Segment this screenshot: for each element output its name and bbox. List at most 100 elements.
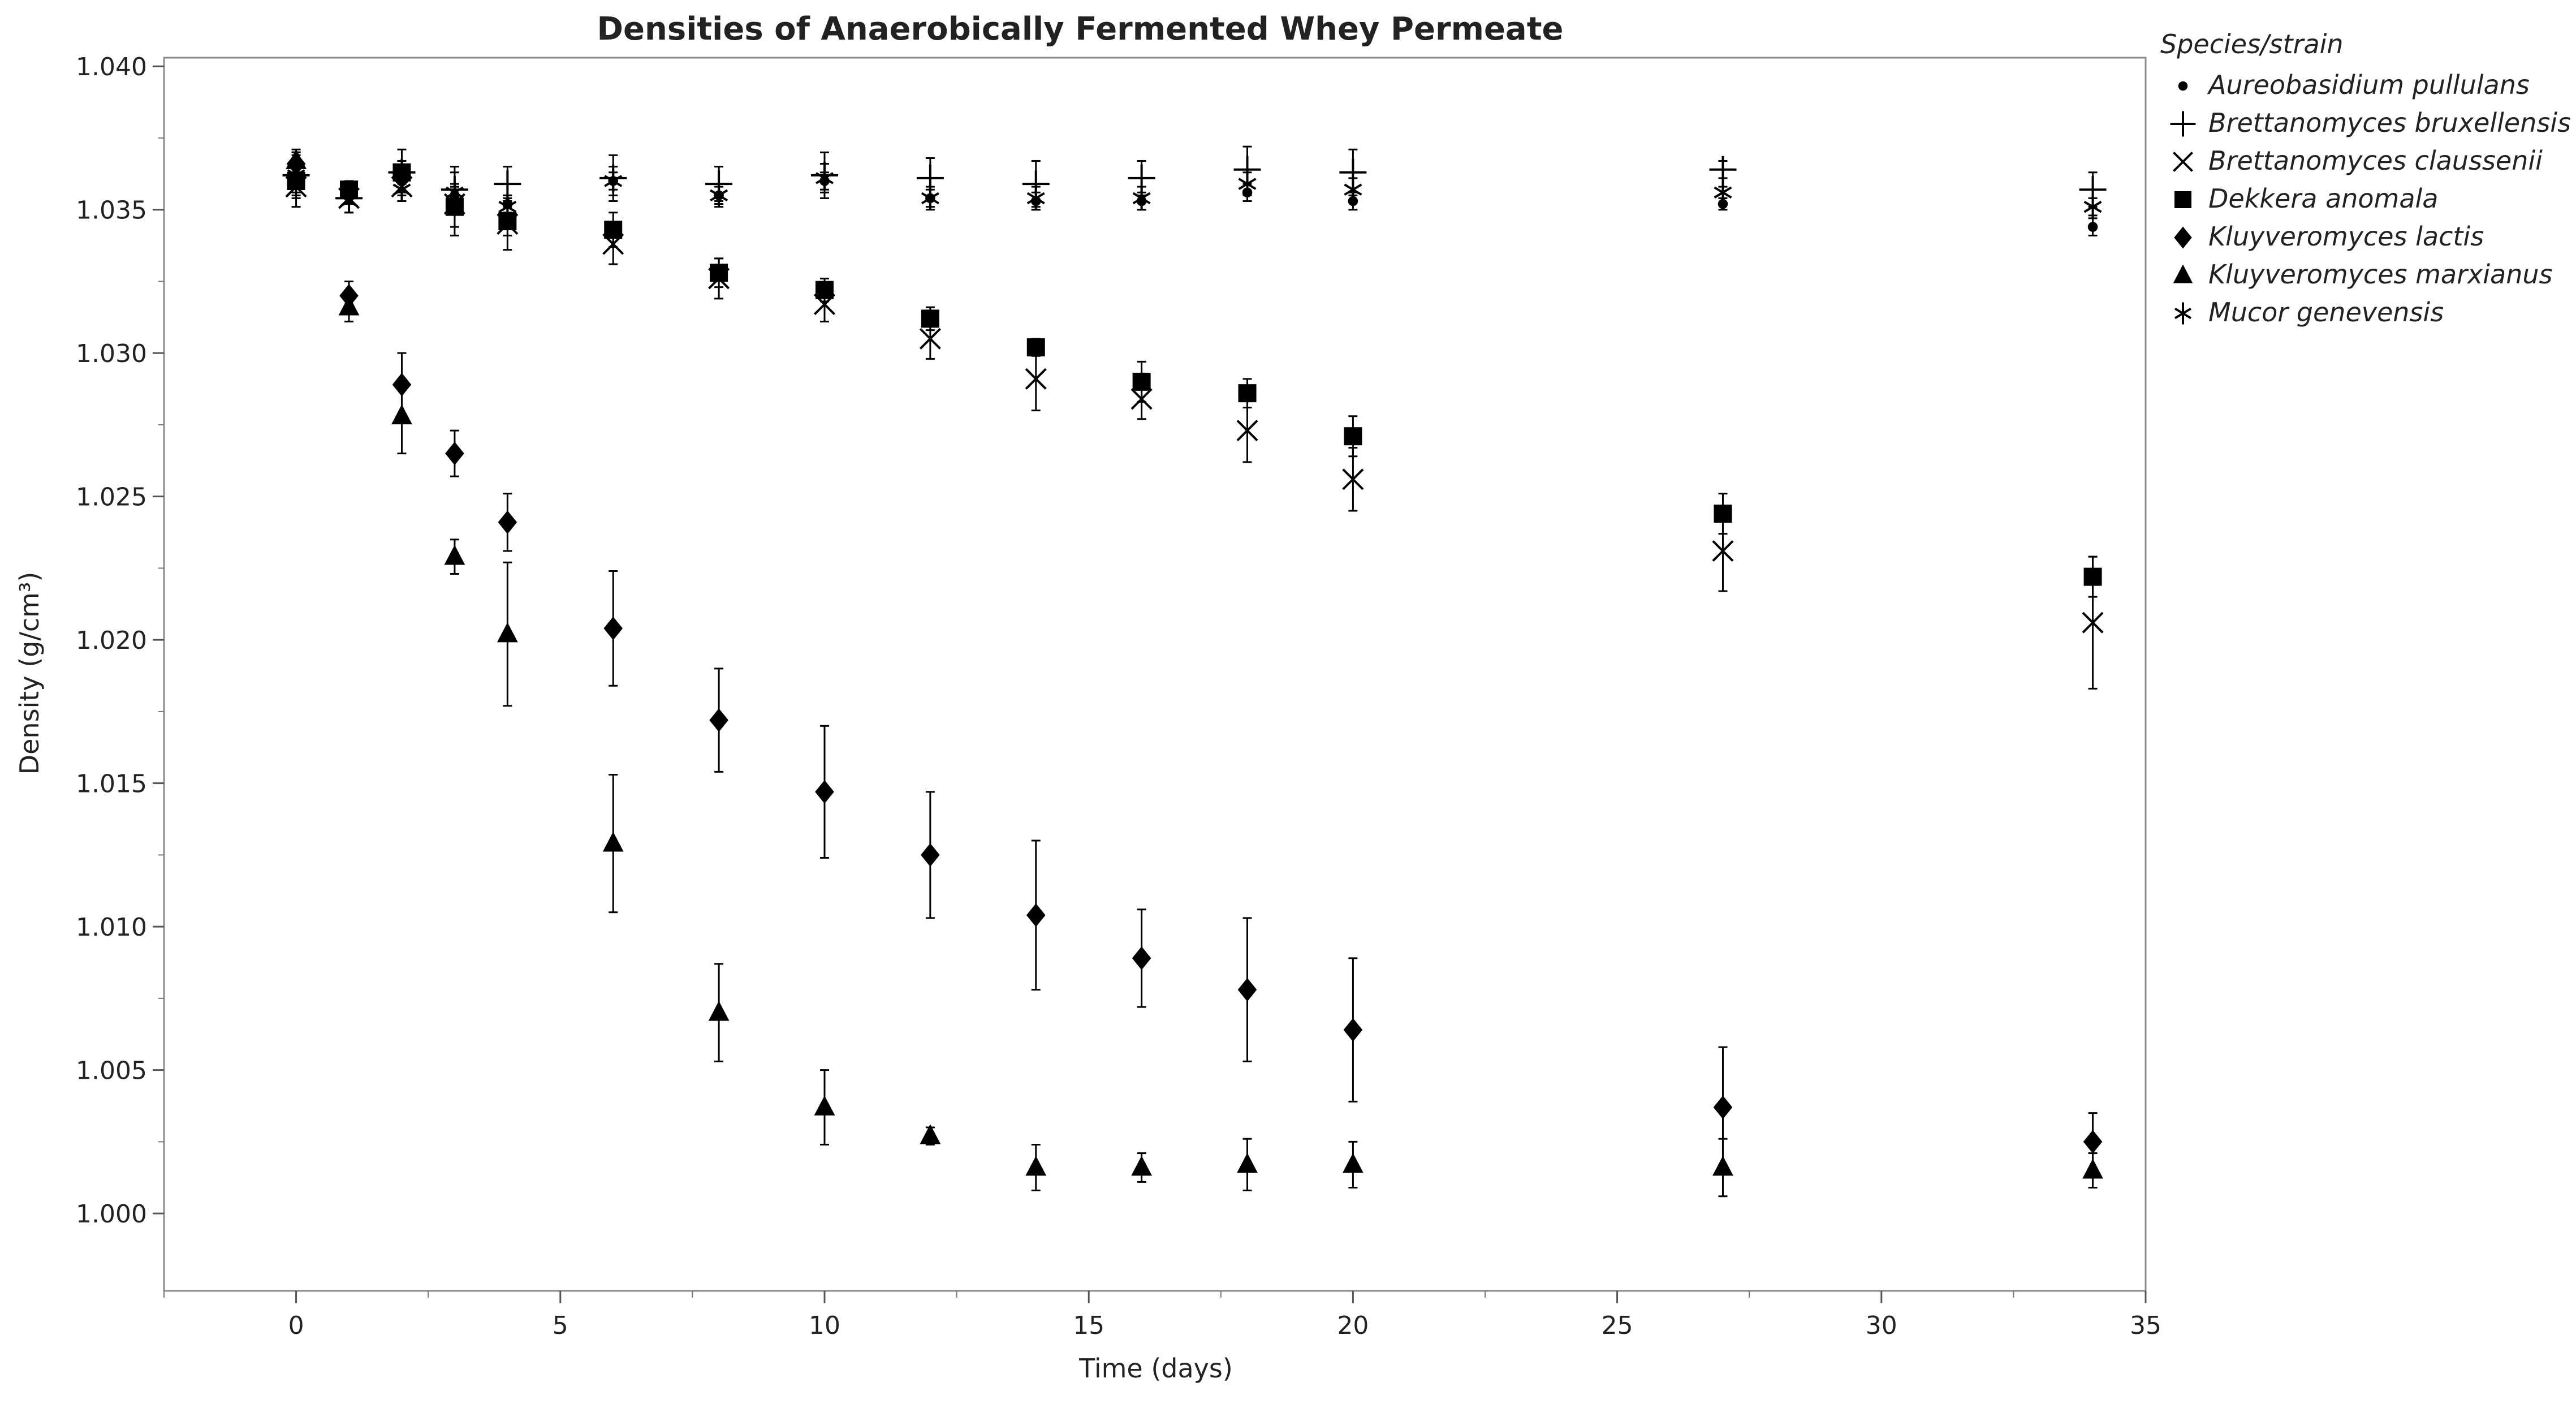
data-point (814, 1095, 835, 1116)
y-tick-label: 1.015 (76, 770, 147, 799)
data-point (1026, 338, 1045, 357)
data-point (921, 843, 940, 867)
legend-label: Brettanomyces bruxellensis (2208, 107, 2571, 138)
data-point (1713, 1095, 1733, 1119)
data-point (1132, 186, 1151, 210)
data-point (287, 163, 305, 187)
legend-item: Kluyveromyces marxianus (2173, 259, 2553, 290)
data-point (498, 510, 517, 535)
data-point (1343, 1018, 1363, 1042)
data-point (1714, 505, 1732, 523)
data-point (1236, 420, 1258, 442)
legend-marker (2173, 152, 2193, 172)
legend-label: Mucor genevensis (2208, 297, 2444, 328)
data-point (815, 166, 834, 190)
data-point (445, 441, 464, 466)
legend-label: Aureobasidium pullulans (2207, 70, 2530, 100)
y-tick-label: 1.025 (76, 483, 147, 512)
data-point (2082, 1158, 2103, 1179)
data-point (1344, 427, 1362, 446)
legend-marker (2178, 81, 2188, 91)
data-point (445, 180, 464, 205)
legend-item: Brettanomyces bruxellensis (2170, 107, 2571, 138)
data-point (919, 328, 941, 350)
data-point (1237, 1153, 1258, 1173)
legend-label: Kluyveromyces lactis (2208, 221, 2484, 252)
x-tick-label: 0 (288, 1311, 304, 1340)
data-point (1712, 540, 1734, 562)
data-point (920, 1124, 941, 1144)
data-point (602, 832, 624, 852)
data-point (1342, 468, 1364, 490)
plot-area (282, 145, 2107, 1198)
legend-marker (2174, 191, 2191, 208)
data-point (1238, 172, 1257, 196)
data-point (1026, 186, 1045, 210)
data-point (392, 178, 411, 202)
legend-item: Aureobasidium pullulans (2178, 70, 2530, 100)
y-tick-label: 1.010 (76, 913, 147, 942)
legend-item: Brettanomyces claussenii (2173, 145, 2543, 176)
data-point (1132, 372, 1151, 391)
plot-frame (163, 57, 2147, 1292)
data-point (498, 195, 517, 219)
y-tick-label: 1.000 (76, 1200, 147, 1229)
x-tick-label: 30 (1866, 1311, 1897, 1340)
data-point (1712, 1156, 1733, 1176)
data-point (1132, 946, 1151, 970)
legend-label: Dekkera anomala (2208, 183, 2438, 214)
data-point (1025, 368, 1047, 390)
data-point (708, 1001, 730, 1021)
legend-title: Species/strain (2160, 29, 2344, 59)
data-point (1343, 1153, 1363, 1173)
data-point (444, 545, 465, 565)
legend-marker (2174, 226, 2192, 249)
data-point (1238, 384, 1257, 403)
y-tick-label: 1.030 (76, 339, 147, 368)
legend: Species/strain Aureobasidium pullulans Br… (2160, 29, 2571, 328)
data-point (2083, 567, 2102, 586)
data-point (1237, 977, 1257, 1002)
data-point (497, 622, 518, 643)
x-tick-label: 10 (809, 1311, 840, 1340)
y-tick-label: 1.040 (76, 53, 147, 81)
y-tick-label: 1.035 (76, 196, 147, 225)
x-axis-label: Time (days) (1078, 1353, 1233, 1384)
data-point (2087, 222, 2098, 232)
legend-item: Mucor genevensis (2174, 297, 2444, 328)
data-point (2083, 1130, 2103, 1154)
data-point (604, 221, 623, 239)
legend-label: Kluyveromyces marxianus (2208, 259, 2553, 290)
legend-item: Dekkera anomala (2174, 183, 2438, 214)
data-point (604, 169, 623, 193)
x-axis: 0 5 10 15 20 25 30 35 (163, 1291, 2161, 1340)
y-axis: 1.000 1.005 1.010 1.015 1.020 1.025 1.030 1.035… (76, 53, 164, 1229)
data-point (494, 170, 521, 198)
legend-item: Kluyveromyces lactis (2174, 221, 2484, 252)
legend-marker (2173, 264, 2193, 283)
x-tick-label: 15 (1073, 1311, 1104, 1340)
legend-entries: Aureobasidium pullulans Brettanomyces bru… (2170, 70, 2571, 328)
data-point (1025, 1156, 1047, 1176)
x-tick-label: 35 (2130, 1311, 2161, 1340)
y-tick-label: 1.020 (76, 626, 147, 655)
data-point (340, 189, 359, 213)
data-point (1344, 178, 1362, 202)
data-point (603, 617, 623, 640)
chart-title: Densities of Anaerobically Fermented Whe… (597, 11, 1564, 48)
data-point (921, 186, 939, 210)
legend-label: Brettanomyces claussenii (2208, 145, 2543, 176)
data-point (1714, 180, 1732, 205)
legend-marker (2174, 302, 2192, 325)
data-point (815, 281, 834, 299)
data-point (710, 183, 728, 208)
data-point (391, 404, 412, 425)
data-point (338, 295, 360, 316)
y-tick-label: 1.005 (76, 1057, 147, 1086)
data-point (2082, 611, 2104, 634)
data-point (710, 264, 728, 282)
x-tick-label: 5 (553, 1311, 568, 1340)
data-point (815, 780, 834, 804)
